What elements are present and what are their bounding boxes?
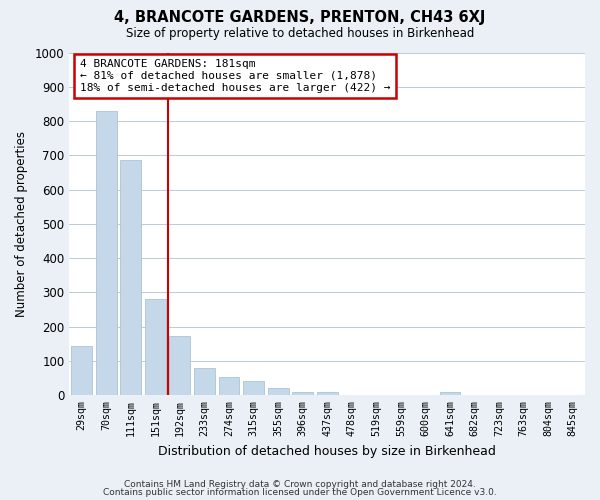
Bar xyxy=(292,392,313,396)
Bar xyxy=(243,380,264,396)
Text: 4, BRANCOTE GARDENS, PRENTON, CH43 6XJ: 4, BRANCOTE GARDENS, PRENTON, CH43 6XJ xyxy=(115,10,485,25)
Text: Contains HM Land Registry data © Crown copyright and database right 2024.: Contains HM Land Registry data © Crown c… xyxy=(124,480,476,489)
Bar xyxy=(218,378,239,396)
Bar xyxy=(268,388,289,396)
Bar xyxy=(169,336,190,396)
Text: 4 BRANCOTE GARDENS: 181sqm
← 81% of detached houses are smaller (1,878)
18% of s: 4 BRANCOTE GARDENS: 181sqm ← 81% of deta… xyxy=(80,60,390,92)
Bar xyxy=(145,300,166,396)
Bar xyxy=(440,392,460,396)
Bar xyxy=(121,160,141,396)
Text: Size of property relative to detached houses in Birkenhead: Size of property relative to detached ho… xyxy=(126,28,474,40)
Bar xyxy=(71,346,92,396)
Y-axis label: Number of detached properties: Number of detached properties xyxy=(15,131,28,317)
Bar xyxy=(96,112,116,396)
Bar xyxy=(194,368,215,396)
X-axis label: Distribution of detached houses by size in Birkenhead: Distribution of detached houses by size … xyxy=(158,444,496,458)
Text: Contains public sector information licensed under the Open Government Licence v3: Contains public sector information licen… xyxy=(103,488,497,497)
Bar xyxy=(317,392,338,396)
